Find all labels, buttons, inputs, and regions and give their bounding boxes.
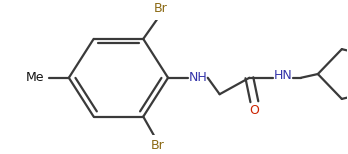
Text: Br: Br <box>150 139 164 152</box>
Text: HN: HN <box>274 69 293 82</box>
Text: NH: NH <box>188 71 207 84</box>
Text: Me: Me <box>26 71 44 84</box>
Text: Br: Br <box>154 2 168 15</box>
Text: O: O <box>250 104 259 117</box>
